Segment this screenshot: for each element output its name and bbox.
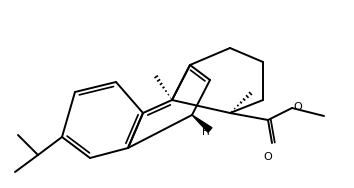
Polygon shape <box>192 115 212 132</box>
Text: O: O <box>293 102 302 112</box>
Text: O: O <box>264 152 272 162</box>
Text: H: H <box>202 127 210 137</box>
